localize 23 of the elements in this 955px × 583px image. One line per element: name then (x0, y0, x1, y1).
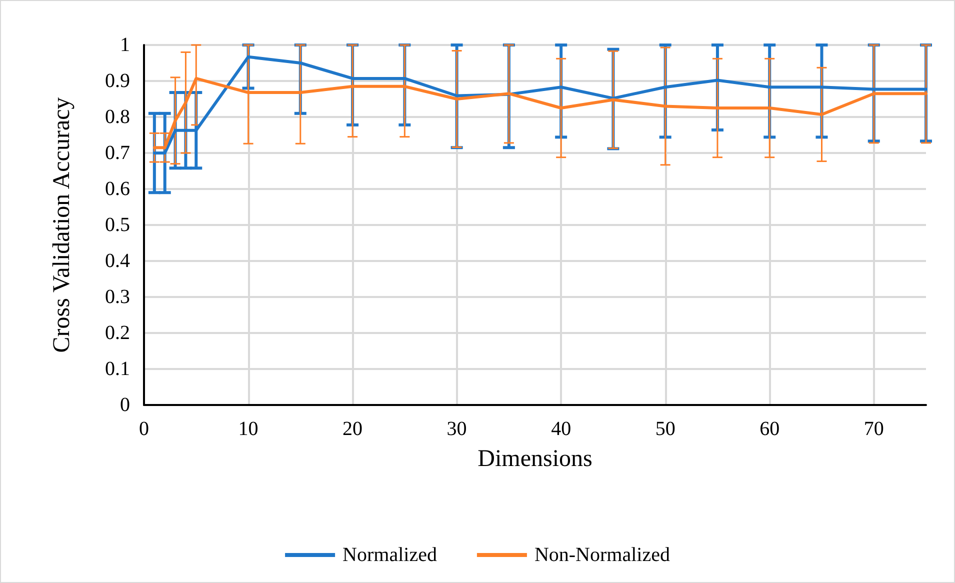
y-tick-label: 0.5 (105, 214, 130, 236)
x-tick-label: 70 (864, 418, 884, 440)
x-tick-label: 50 (655, 418, 676, 440)
y-tick-label: 0.3 (105, 286, 130, 308)
y-tick-label: 0.4 (105, 250, 130, 272)
x-tick-label: 60 (760, 418, 780, 440)
y-tick-label: 0.6 (105, 178, 130, 200)
x-axis-title: Dimensions (478, 446, 592, 472)
x-tick-label: 10 (238, 418, 258, 440)
legend-label: Normalized (342, 544, 437, 566)
y-axis-title: Cross Validation Accuracy (49, 97, 75, 353)
y-tick-label: 0.9 (105, 70, 130, 92)
x-tick-label: 40 (551, 418, 572, 440)
x-tick-label: 30 (446, 418, 467, 440)
y-tick-label: 0.1 (105, 358, 130, 380)
y-tick-label: 1 (120, 34, 130, 56)
y-tick-label: 0.8 (105, 106, 130, 128)
legend-label: Non-Normalized (534, 544, 670, 566)
y-tick-label: 0 (120, 394, 130, 416)
y-tick-label: 0.2 (105, 322, 130, 344)
x-tick-label: 20 (342, 418, 363, 440)
y-tick-label: 0.7 (105, 142, 130, 164)
x-tick-label: 0 (139, 418, 149, 440)
